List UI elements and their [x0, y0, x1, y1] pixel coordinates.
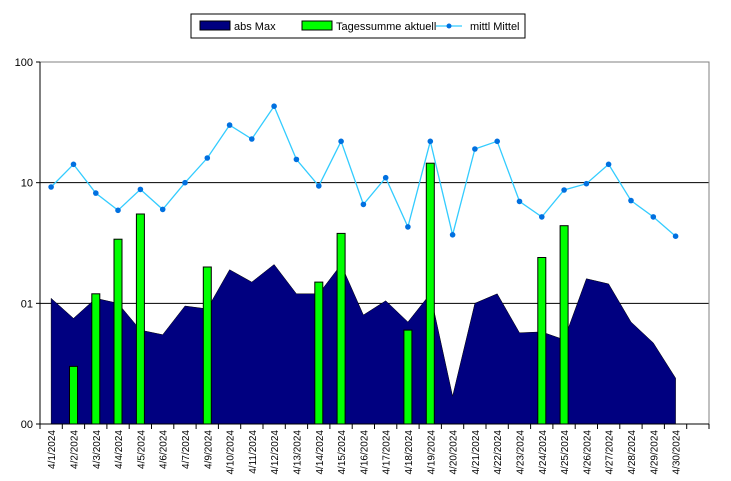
x-tick-label: 4/1/2024 — [47, 430, 58, 469]
x-axis: 4/1/2024 4/2/2024 4/3/2024 4/4/2024 4/5/2024… — [39, 423, 710, 475]
x-tick-label: 4/26/2024 — [582, 430, 593, 475]
legend-swatch — [301, 20, 333, 31]
legend-label: Tagessumme aktuell — [336, 21, 436, 33]
line-point — [449, 232, 456, 238]
x-tick-label: 4/5/2024 — [136, 430, 147, 469]
y-tick-label: 100 — [15, 57, 33, 69]
x-tick-label: 4/16/2024 — [359, 430, 370, 475]
y-axis: 00 01 10 100 — [15, 57, 41, 431]
x-tick-label: 4/14/2024 — [315, 430, 326, 475]
line-point — [539, 214, 545, 220]
x-tick-label: 4/11/2024 — [248, 430, 259, 474]
line-point — [628, 197, 634, 204]
y-tick-label: 00 — [21, 419, 33, 431]
line-point — [650, 214, 657, 220]
x-tick-label: 4/21/2024 — [471, 430, 482, 475]
legend-label: abs Max — [234, 21, 276, 33]
x-tick-label: 4/20/2024 — [449, 430, 460, 475]
line-point — [115, 207, 121, 214]
bar-tagessumme — [425, 162, 435, 425]
line-point — [70, 161, 77, 168]
line-point — [159, 206, 166, 213]
line-series — [48, 103, 679, 239]
bar-tagessumme — [336, 232, 346, 425]
bar-tagessumme — [202, 266, 212, 425]
bar-tagessumme — [91, 293, 101, 425]
x-tick-label: 4/22/2024 — [493, 430, 504, 475]
line-point — [48, 184, 54, 190]
bar-series — [69, 162, 569, 425]
bar-tagessumme — [113, 238, 123, 425]
x-tick-label: 4/13/2024 — [292, 430, 303, 475]
bar-tagessumme — [537, 257, 547, 425]
x-tick-label: 4/4/2024 — [114, 430, 125, 469]
line-point — [249, 136, 255, 142]
x-tick-label: 4/9/2024 — [203, 430, 214, 469]
x-tick-label: 4/2/2024 — [69, 430, 80, 469]
x-tick-label: 4/15/2024 — [337, 430, 348, 475]
y-tick-label: 01 — [21, 298, 33, 310]
x-tick-label: 4/24/2024 — [538, 430, 549, 475]
line-point — [405, 224, 411, 230]
bar-tagessumme — [69, 365, 78, 425]
legend-point-swatch — [446, 23, 452, 29]
x-tick-label: 4/25/2024 — [560, 430, 571, 475]
x-tick-label: 4/18/2024 — [404, 430, 415, 475]
line-point — [182, 179, 188, 186]
x-tick-label: 4/10/2024 — [226, 430, 237, 475]
line-point — [293, 156, 300, 163]
line-point — [204, 155, 211, 161]
legend: abs Max Tagessumme aktuell mittl Mittel — [190, 13, 526, 39]
x-tick-label: 4/30/2024 — [672, 430, 683, 475]
line-point — [427, 138, 434, 145]
y-tick-label: 10 — [21, 178, 33, 190]
line-point — [271, 103, 277, 109]
line-point — [382, 174, 389, 181]
line-point — [338, 138, 344, 145]
line-point — [561, 187, 567, 193]
x-tick-label: 4/28/2024 — [627, 430, 638, 475]
x-tick-label: 4/17/2024 — [382, 430, 393, 475]
line-point — [226, 122, 233, 128]
x-tick-label: 4/23/2024 — [515, 430, 526, 475]
line-point — [494, 138, 501, 145]
legend-box — [190, 13, 526, 39]
line-point — [360, 201, 367, 208]
bar-tagessumme — [403, 329, 413, 425]
line-point — [472, 146, 478, 152]
x-tick-label: 4/3/2024 — [92, 430, 103, 469]
x-tick-label: 4/27/2024 — [605, 430, 616, 475]
line-point — [672, 233, 679, 239]
line-point — [605, 161, 612, 168]
line-point — [137, 186, 144, 193]
x-tick-label: 4/19/2024 — [426, 430, 437, 475]
line-point — [516, 198, 523, 205]
x-tick-label: 4/12/2024 — [270, 430, 281, 475]
bar-tagessumme — [314, 281, 324, 425]
x-tick-label: 4/29/2024 — [649, 430, 660, 475]
x-tick-label: 4/6/2024 — [159, 430, 170, 469]
line-point — [316, 183, 322, 189]
legend-label: mittl Mittel — [470, 21, 520, 33]
line-point — [93, 190, 99, 196]
line-point — [583, 180, 590, 187]
x-tick-label: 4/7/2024 — [181, 430, 192, 469]
legend-swatch — [199, 20, 231, 31]
bar-tagessumme — [559, 225, 569, 425]
bar-tagessumme — [135, 213, 145, 425]
